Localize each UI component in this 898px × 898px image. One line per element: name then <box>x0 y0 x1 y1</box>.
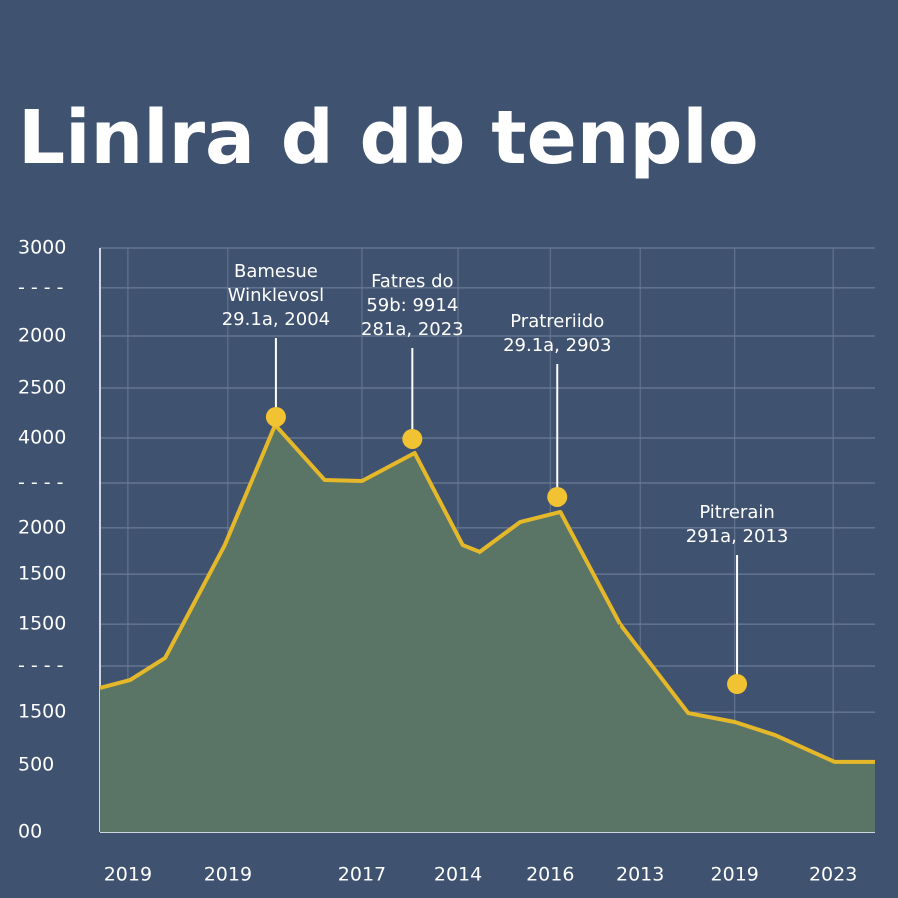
annotation-text: Fatres do <box>371 271 453 292</box>
y-tick-label: 00 <box>18 821 42 843</box>
annotation-text: 29.1a, 2004 <box>222 309 330 330</box>
x-tick-label: 2016 <box>526 864 574 886</box>
annotation-marker <box>402 428 423 449</box>
annotation-text: Pitrerain <box>699 502 774 523</box>
y-tick-label: - - - - <box>18 276 64 298</box>
annotation-text: Pratreriido <box>510 311 604 332</box>
y-tick-label: 3000 <box>18 237 66 259</box>
annotation-marker <box>727 674 748 695</box>
x-tick-label: 2017 <box>338 864 386 886</box>
x-tick-label: 2019 <box>104 864 152 886</box>
y-tick-label: 1500 <box>18 613 66 635</box>
y-tick-label: 1500 <box>18 701 66 723</box>
y-tick-label: 4000 <box>18 426 66 448</box>
annotation-marker <box>265 406 286 427</box>
annotation-marker <box>547 486 568 507</box>
y-tick-label: 500 <box>18 754 54 776</box>
annotation-text: 291a, 2013 <box>686 526 789 547</box>
annotation-text: Winklevosl <box>228 285 324 306</box>
x-tick-label: 2019 <box>204 864 252 886</box>
x-tick-label: 2023 <box>809 864 857 886</box>
annotation-text: 281a, 2023 <box>361 319 464 340</box>
y-tick-label: 1500 <box>18 563 66 585</box>
annotation-text: 59b: 9914 <box>366 295 458 316</box>
y-tick-label: - - - - <box>18 471 64 493</box>
y-tick-label: 2000 <box>18 516 66 538</box>
annotation-text: Bamesue <box>234 261 318 282</box>
y-tick-label: - - - - <box>18 654 64 676</box>
x-tick-label: 2014 <box>434 864 482 886</box>
area <box>478 511 621 832</box>
x-tick-label: 2019 <box>711 864 759 886</box>
line <box>477 509 622 626</box>
y-tick-label: 2000 <box>18 324 66 346</box>
annotation-text: 29.1a, 2903 <box>503 335 611 356</box>
x-tick-label: 2013 <box>616 864 664 886</box>
line <box>99 422 875 764</box>
chart-title: Linlra d db tenplo <box>18 95 759 181</box>
y-tick-label: 2500 <box>18 376 66 398</box>
